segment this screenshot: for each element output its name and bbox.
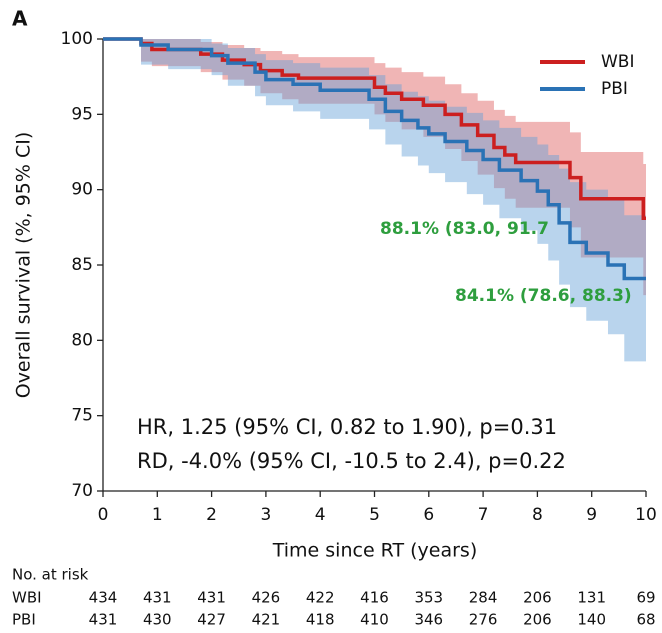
y-tick-label: 75	[71, 406, 93, 426]
annotation: RD, -4.0% (95% CI, -10.5 to 2.4), p=0.22	[137, 449, 566, 473]
risk-count: 421	[252, 611, 281, 629]
x-tick-label: 10	[635, 505, 657, 525]
risk-table-title: No. at risk	[12, 566, 89, 584]
y-axis-label: Overall survival (%, 95% CI)	[13, 132, 35, 399]
y-tick-label: 80	[71, 330, 93, 350]
x-tick-label: 1	[152, 505, 163, 525]
y-tick-label: 95	[71, 104, 93, 124]
annotation: 84.1% (78.6, 88.3)	[455, 286, 632, 306]
risk-count: 69	[636, 589, 655, 607]
risk-count: 206	[523, 589, 552, 607]
x-tick-label: 6	[423, 505, 434, 525]
y-tick-label: 85	[71, 255, 93, 275]
legend-label: PBI	[601, 79, 628, 99]
risk-count: 431	[89, 611, 118, 629]
risk-count: 131	[577, 589, 606, 607]
risk-count: 416	[360, 589, 389, 607]
risk-count: 427	[197, 611, 226, 629]
y-tick-label: 100	[61, 29, 93, 49]
risk-count: 140	[577, 611, 606, 629]
risk-count: 431	[143, 589, 172, 607]
ci-band	[103, 39, 646, 362]
risk-count: 431	[197, 589, 226, 607]
y-tick-label: 90	[71, 180, 93, 200]
x-axis-label: Time since RT (years)	[272, 540, 478, 562]
risk-count: 426	[252, 589, 281, 607]
y-tick-label: 70	[71, 481, 93, 501]
annotation: HR, 1.25 (95% CI, 0.82 to 1.90), p=0.31	[137, 415, 557, 439]
x-tick-label: 5	[369, 505, 380, 525]
annotation: 88.1% (83.0, 91.7	[380, 219, 549, 239]
x-tick-label: 9	[586, 505, 597, 525]
risk-count: 284	[469, 589, 498, 607]
risk-row-label: WBI	[12, 589, 42, 607]
x-tick-label: 3	[260, 505, 271, 525]
x-tick-label: 7	[478, 505, 489, 525]
x-tick-label: 0	[98, 505, 109, 525]
risk-count: 353	[414, 589, 443, 607]
risk-count: 418	[306, 611, 335, 629]
risk-count: 410	[360, 611, 389, 629]
risk-count: 346	[414, 611, 443, 629]
panel-label: A	[12, 7, 28, 31]
survival-line	[103, 37, 646, 281]
risk-row-label: PBI	[12, 611, 36, 629]
risk-count: 430	[143, 611, 172, 629]
risk-count: 422	[306, 589, 335, 607]
legend-label: WBI	[601, 52, 635, 72]
risk-count: 434	[89, 589, 118, 607]
x-tick-label: 2	[206, 505, 217, 525]
x-tick-label: 8	[532, 505, 543, 525]
risk-count: 276	[469, 611, 498, 629]
risk-count: 206	[523, 611, 552, 629]
ci-band	[103, 39, 646, 296]
x-tick-label: 4	[315, 505, 326, 525]
risk-count: 68	[636, 611, 655, 629]
